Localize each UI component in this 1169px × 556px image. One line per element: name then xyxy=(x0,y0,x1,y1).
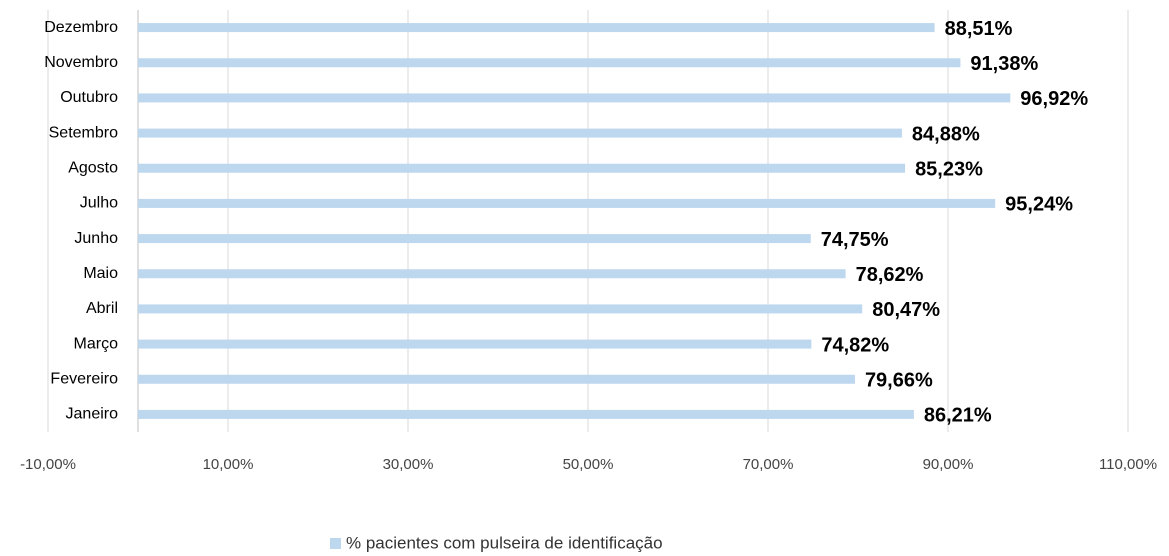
y-tick-label: Abril xyxy=(86,300,118,317)
value-label: 91,38% xyxy=(970,53,1038,75)
bar xyxy=(138,58,961,68)
x-tick-label: 10,00% xyxy=(203,456,254,473)
legend-swatch xyxy=(330,538,341,549)
bar xyxy=(138,234,811,244)
x-tick-label: 30,00% xyxy=(383,456,434,473)
value-label: 79,66% xyxy=(865,370,933,392)
x-tick-label: 110,00% xyxy=(1099,456,1157,473)
y-tick-label: Fevereiro xyxy=(50,370,118,387)
bar xyxy=(138,374,855,384)
bar xyxy=(138,198,996,208)
value-label: 96,92% xyxy=(1020,88,1088,110)
value-label: 88,51% xyxy=(945,18,1013,40)
bar xyxy=(138,93,1011,103)
y-tick-label: Dezembro xyxy=(44,19,118,36)
bar xyxy=(138,128,902,138)
y-tick-label: Maio xyxy=(83,265,118,282)
bar xyxy=(138,304,863,314)
value-label: 86,21% xyxy=(924,405,992,427)
value-label: 95,24% xyxy=(1005,194,1073,216)
y-tick-label: Agosto xyxy=(68,159,118,176)
x-tick-label: 90,00% xyxy=(923,456,974,473)
x-tick-label: 50,00% xyxy=(563,456,614,473)
legend-label: % pacientes com pulseira de identificaçã… xyxy=(346,533,663,552)
y-tick-label: Setembro xyxy=(49,124,118,141)
value-label: 80,47% xyxy=(872,299,940,321)
bar xyxy=(138,269,846,279)
value-label: 78,62% xyxy=(856,264,924,286)
value-label: 84,88% xyxy=(912,123,980,145)
value-label: 74,75% xyxy=(821,229,889,251)
bar xyxy=(138,163,906,173)
y-tick-label: Março xyxy=(74,335,119,352)
y-tick-label: Julho xyxy=(80,195,118,212)
value-label: 74,82% xyxy=(821,334,889,356)
y-tick-label: Outubro xyxy=(60,89,118,106)
bar xyxy=(138,23,935,33)
y-tick-label: Janeiro xyxy=(66,406,119,423)
bar xyxy=(138,409,914,419)
x-tick-label: 70,00% xyxy=(743,456,794,473)
bar xyxy=(138,339,812,349)
x-tick-label: -10,00% xyxy=(20,456,76,473)
y-tick-label: Novembro xyxy=(44,54,118,71)
value-label: 85,23% xyxy=(915,159,983,181)
y-tick-label: Junho xyxy=(74,230,118,247)
